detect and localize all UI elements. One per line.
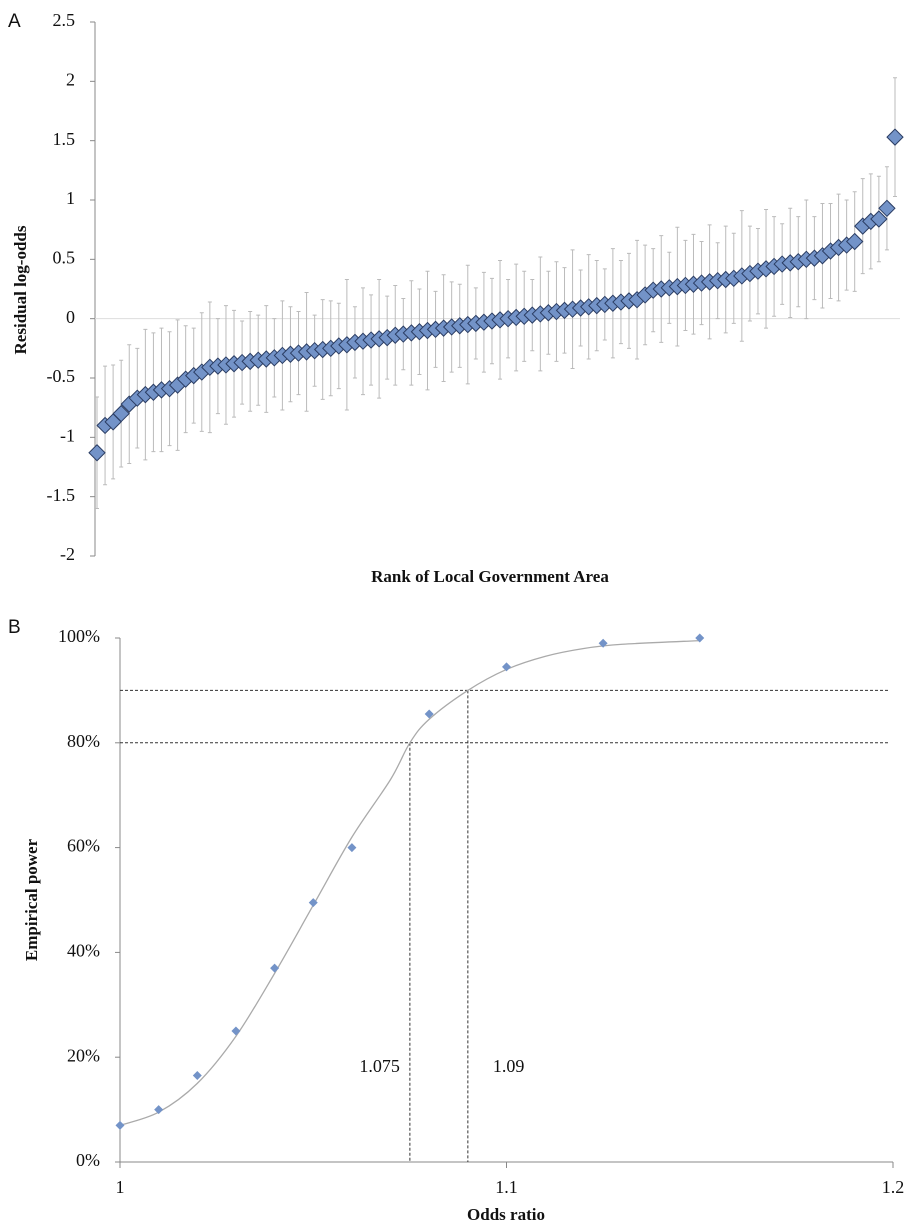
reference-label: 1.09 [493, 1056, 524, 1076]
y-tick-label: 0% [76, 1150, 100, 1170]
marker [886, 128, 904, 146]
marker [231, 1026, 241, 1036]
marker [695, 633, 705, 643]
y-tick-label: -1.5 [47, 485, 76, 505]
marker [192, 1071, 202, 1081]
marker [154, 1105, 164, 1115]
y-tick-label: -0.5 [47, 366, 76, 386]
marker [424, 709, 434, 719]
y-tick-label: 40% [67, 941, 100, 961]
y-tick-label: 1.5 [53, 129, 76, 149]
panel-label: B [8, 617, 21, 638]
marker [112, 404, 130, 423]
reference-label: 1.075 [359, 1056, 400, 1076]
panel-label: A [8, 11, 21, 32]
x-tick-label: 1.1 [495, 1177, 518, 1197]
x-tick-label: 1.2 [882, 1177, 905, 1197]
marker [347, 843, 357, 853]
marker [878, 199, 896, 218]
marker [115, 1120, 125, 1130]
y-axis-title: Empirical power [22, 838, 41, 961]
y-tick-label: 20% [67, 1045, 100, 1065]
y-tick-label: -2 [60, 544, 75, 564]
y-tick-label: 0 [66, 307, 75, 327]
marker [270, 963, 280, 973]
marker [845, 232, 864, 251]
x-tick-label: 1 [116, 1177, 125, 1197]
y-tick-label: 100% [58, 626, 100, 646]
x-axis-title: Rank of Local Government Area [371, 567, 609, 586]
y-axis-title: Residual log-odds [11, 225, 30, 354]
y-tick-label: 80% [67, 731, 100, 751]
marker [88, 444, 106, 462]
marker [308, 898, 318, 908]
marker [502, 662, 511, 672]
y-tick-label: 60% [67, 836, 100, 856]
y-tick-label: 2.5 [53, 10, 76, 30]
y-tick-label: -1 [60, 425, 75, 445]
fit-curve [119, 639, 700, 1126]
marker [870, 210, 888, 228]
y-tick-label: 1 [66, 188, 75, 208]
marker [598, 638, 608, 648]
x-axis-title: Odds ratio [467, 1205, 545, 1224]
y-tick-label: 0.5 [53, 247, 76, 267]
y-tick-label: 2 [66, 69, 75, 89]
